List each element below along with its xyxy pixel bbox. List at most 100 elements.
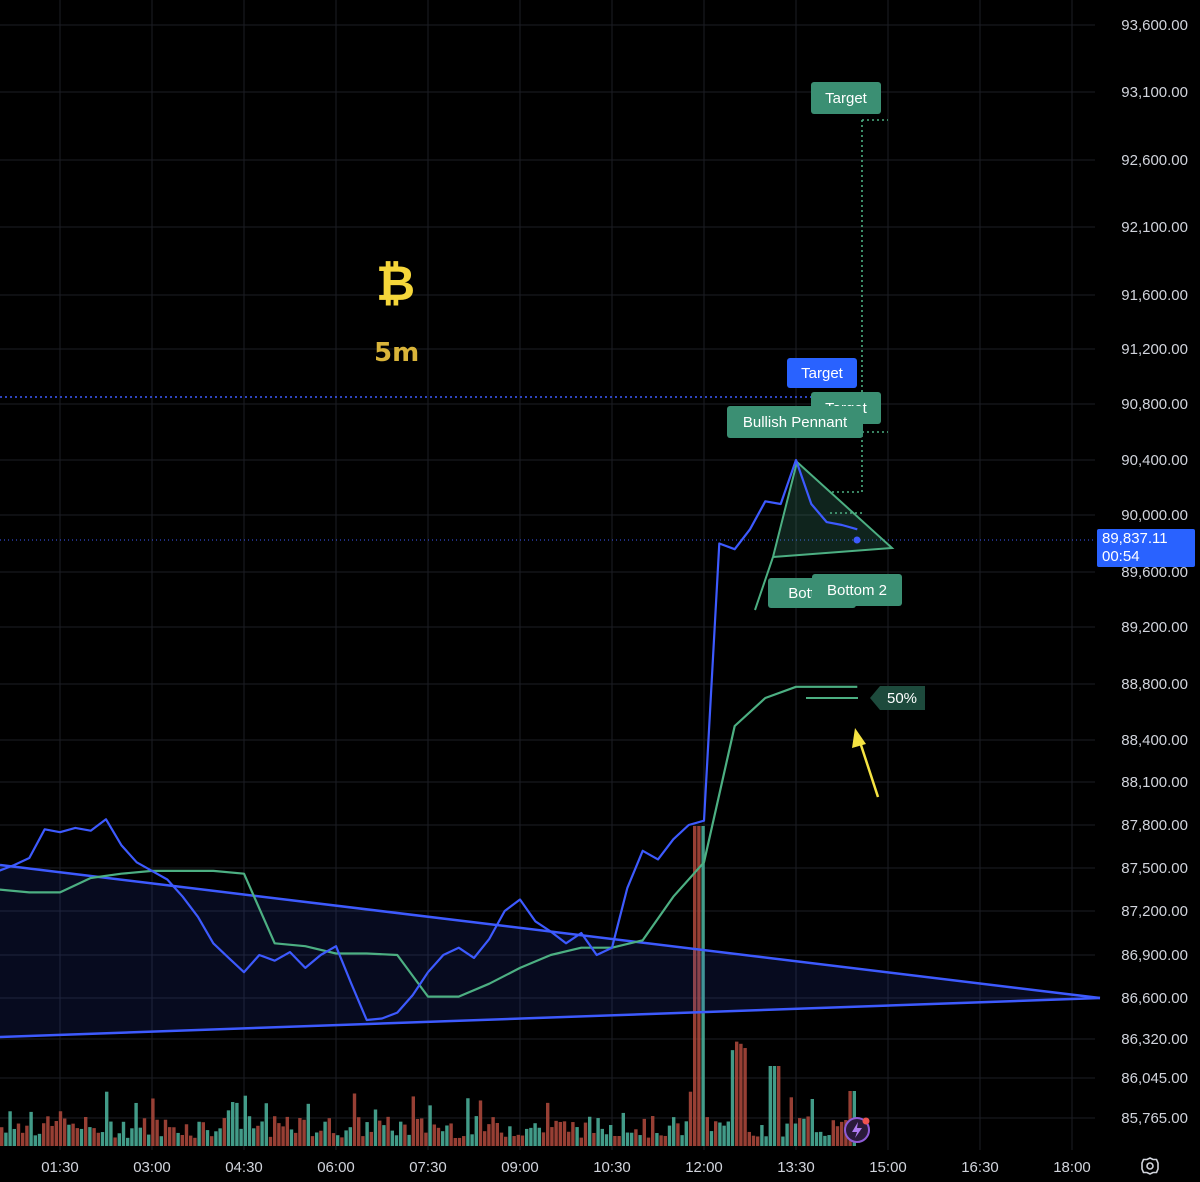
y-tick-label: 86,045.00 bbox=[1121, 1070, 1188, 1087]
volume-bar bbox=[306, 1103, 310, 1146]
volume-bar bbox=[449, 1123, 453, 1146]
y-tick-label: 93,100.00 bbox=[1121, 84, 1188, 101]
volume-bar bbox=[445, 1125, 449, 1146]
volume-bar bbox=[168, 1127, 172, 1146]
volume-bar bbox=[474, 1116, 478, 1146]
target-label-blue: Target bbox=[787, 358, 857, 388]
volume-bar bbox=[172, 1127, 176, 1146]
y-tick-label: 89,200.00 bbox=[1121, 619, 1188, 636]
volume-bar bbox=[92, 1128, 96, 1146]
volume-bar bbox=[558, 1121, 562, 1146]
y-tick-label: 87,500.00 bbox=[1121, 860, 1188, 877]
y-tick-label: 85,765.00 bbox=[1121, 1110, 1188, 1127]
volume-bar bbox=[743, 1048, 747, 1146]
lightning-icon[interactable] bbox=[843, 1116, 871, 1144]
x-axis[interactable]: 01:30 03:00 04:30 06:00 07:30 09:00 10:30 12:00… bbox=[41, 1159, 1091, 1176]
volume-bar bbox=[512, 1136, 516, 1146]
volume-bar bbox=[672, 1117, 676, 1146]
volume-bar bbox=[554, 1120, 558, 1146]
volume-bar bbox=[730, 1050, 735, 1146]
volume-bar bbox=[260, 1121, 264, 1146]
annotation-labels: TargetTargetTargetBullish PennantBottomB… bbox=[727, 82, 925, 710]
y-axis[interactable]: 93,600.00 93,100.00 92,600.00 92,100.00 91,6… bbox=[1121, 17, 1188, 1127]
x-tick-label: 09:00 bbox=[501, 1159, 539, 1176]
volume-bar bbox=[567, 1131, 571, 1146]
y-tick-label: 91,200.00 bbox=[1121, 341, 1188, 358]
chart-grid bbox=[0, 0, 1095, 1150]
volume-bar bbox=[646, 1137, 651, 1146]
volume-bar bbox=[138, 1127, 142, 1146]
volume-bar bbox=[525, 1128, 529, 1146]
y-tick-label: 88,400.00 bbox=[1121, 732, 1188, 749]
volume-bar bbox=[701, 826, 705, 1146]
volume-bar bbox=[252, 1128, 256, 1146]
triangle-lower bbox=[0, 996, 1101, 1039]
volume-bar bbox=[760, 1125, 764, 1146]
volume-bar bbox=[541, 1132, 546, 1146]
volume-bar bbox=[42, 1123, 46, 1146]
volume-bar bbox=[583, 1122, 588, 1146]
moving-average-line bbox=[0, 685, 858, 998]
volume-bar bbox=[147, 1134, 151, 1146]
volume-bar bbox=[331, 1133, 336, 1146]
volume-bar bbox=[798, 1118, 802, 1146]
drawings bbox=[0, 119, 1101, 1039]
volume-bar bbox=[63, 1118, 67, 1146]
volume-bar bbox=[537, 1127, 541, 1146]
volume-bar bbox=[436, 1127, 441, 1146]
timeframe-label: 5m bbox=[374, 338, 420, 368]
volume-bar bbox=[588, 1116, 592, 1146]
volume-bar bbox=[50, 1125, 54, 1146]
volume-bar bbox=[848, 1091, 852, 1146]
volume-bar bbox=[634, 1129, 638, 1146]
pennant-fill bbox=[773, 462, 892, 557]
volume-bar bbox=[151, 1098, 155, 1146]
volume-bar bbox=[625, 1132, 630, 1146]
volume-bar bbox=[462, 1136, 466, 1146]
x-tick-label: 04:30 bbox=[225, 1159, 263, 1176]
volume-bar bbox=[298, 1118, 302, 1146]
volume-bar bbox=[655, 1133, 659, 1146]
fib-50-text: 50% bbox=[887, 690, 917, 707]
volume-bar bbox=[310, 1136, 315, 1146]
volume-bar bbox=[722, 1125, 726, 1146]
volume-bar bbox=[823, 1135, 827, 1146]
volume-bar bbox=[777, 1066, 781, 1146]
pattern-label-text: Bullish Pennant bbox=[743, 414, 848, 431]
volume-bar bbox=[478, 1100, 483, 1146]
volume-bar bbox=[499, 1132, 504, 1146]
volume-bar bbox=[819, 1131, 823, 1146]
series-lines bbox=[0, 458, 861, 1022]
volume-bar bbox=[529, 1127, 533, 1146]
volume-bar bbox=[210, 1136, 214, 1146]
bitcoin-icon: ₿ bbox=[376, 258, 415, 310]
x-tick-label: 07:30 bbox=[409, 1159, 447, 1176]
volume-bar bbox=[835, 1126, 840, 1146]
volume-bar bbox=[109, 1121, 113, 1146]
y-tick-label: 91,600.00 bbox=[1121, 287, 1188, 304]
volume-bar bbox=[676, 1123, 680, 1146]
volume-bar bbox=[424, 1132, 428, 1146]
volume-bar bbox=[193, 1137, 197, 1146]
volume-bar bbox=[357, 1117, 361, 1146]
y-tick-label: 90,000.00 bbox=[1121, 507, 1188, 524]
current-point bbox=[853, 536, 861, 544]
volume-bar bbox=[642, 1118, 646, 1146]
y-tick-label: 92,600.00 bbox=[1121, 152, 1188, 169]
volume-bar bbox=[831, 1120, 835, 1146]
current-price-tag: 89,837.11 00:54 bbox=[1097, 529, 1195, 567]
volume-bar bbox=[550, 1127, 554, 1146]
volume-bar bbox=[222, 1118, 226, 1146]
settings-gear-icon[interactable] bbox=[1140, 1156, 1160, 1176]
volume-bar bbox=[651, 1116, 655, 1146]
volume-bar bbox=[96, 1132, 100, 1146]
volume-bar bbox=[579, 1137, 583, 1146]
volume-bar bbox=[680, 1135, 684, 1146]
volume-bars bbox=[0, 826, 856, 1146]
volume-bar bbox=[520, 1135, 525, 1146]
target-label-blue-text: Target bbox=[801, 365, 844, 382]
volume-bar bbox=[315, 1132, 319, 1146]
volume-bar bbox=[697, 826, 701, 1146]
volume-bar bbox=[709, 1131, 714, 1146]
